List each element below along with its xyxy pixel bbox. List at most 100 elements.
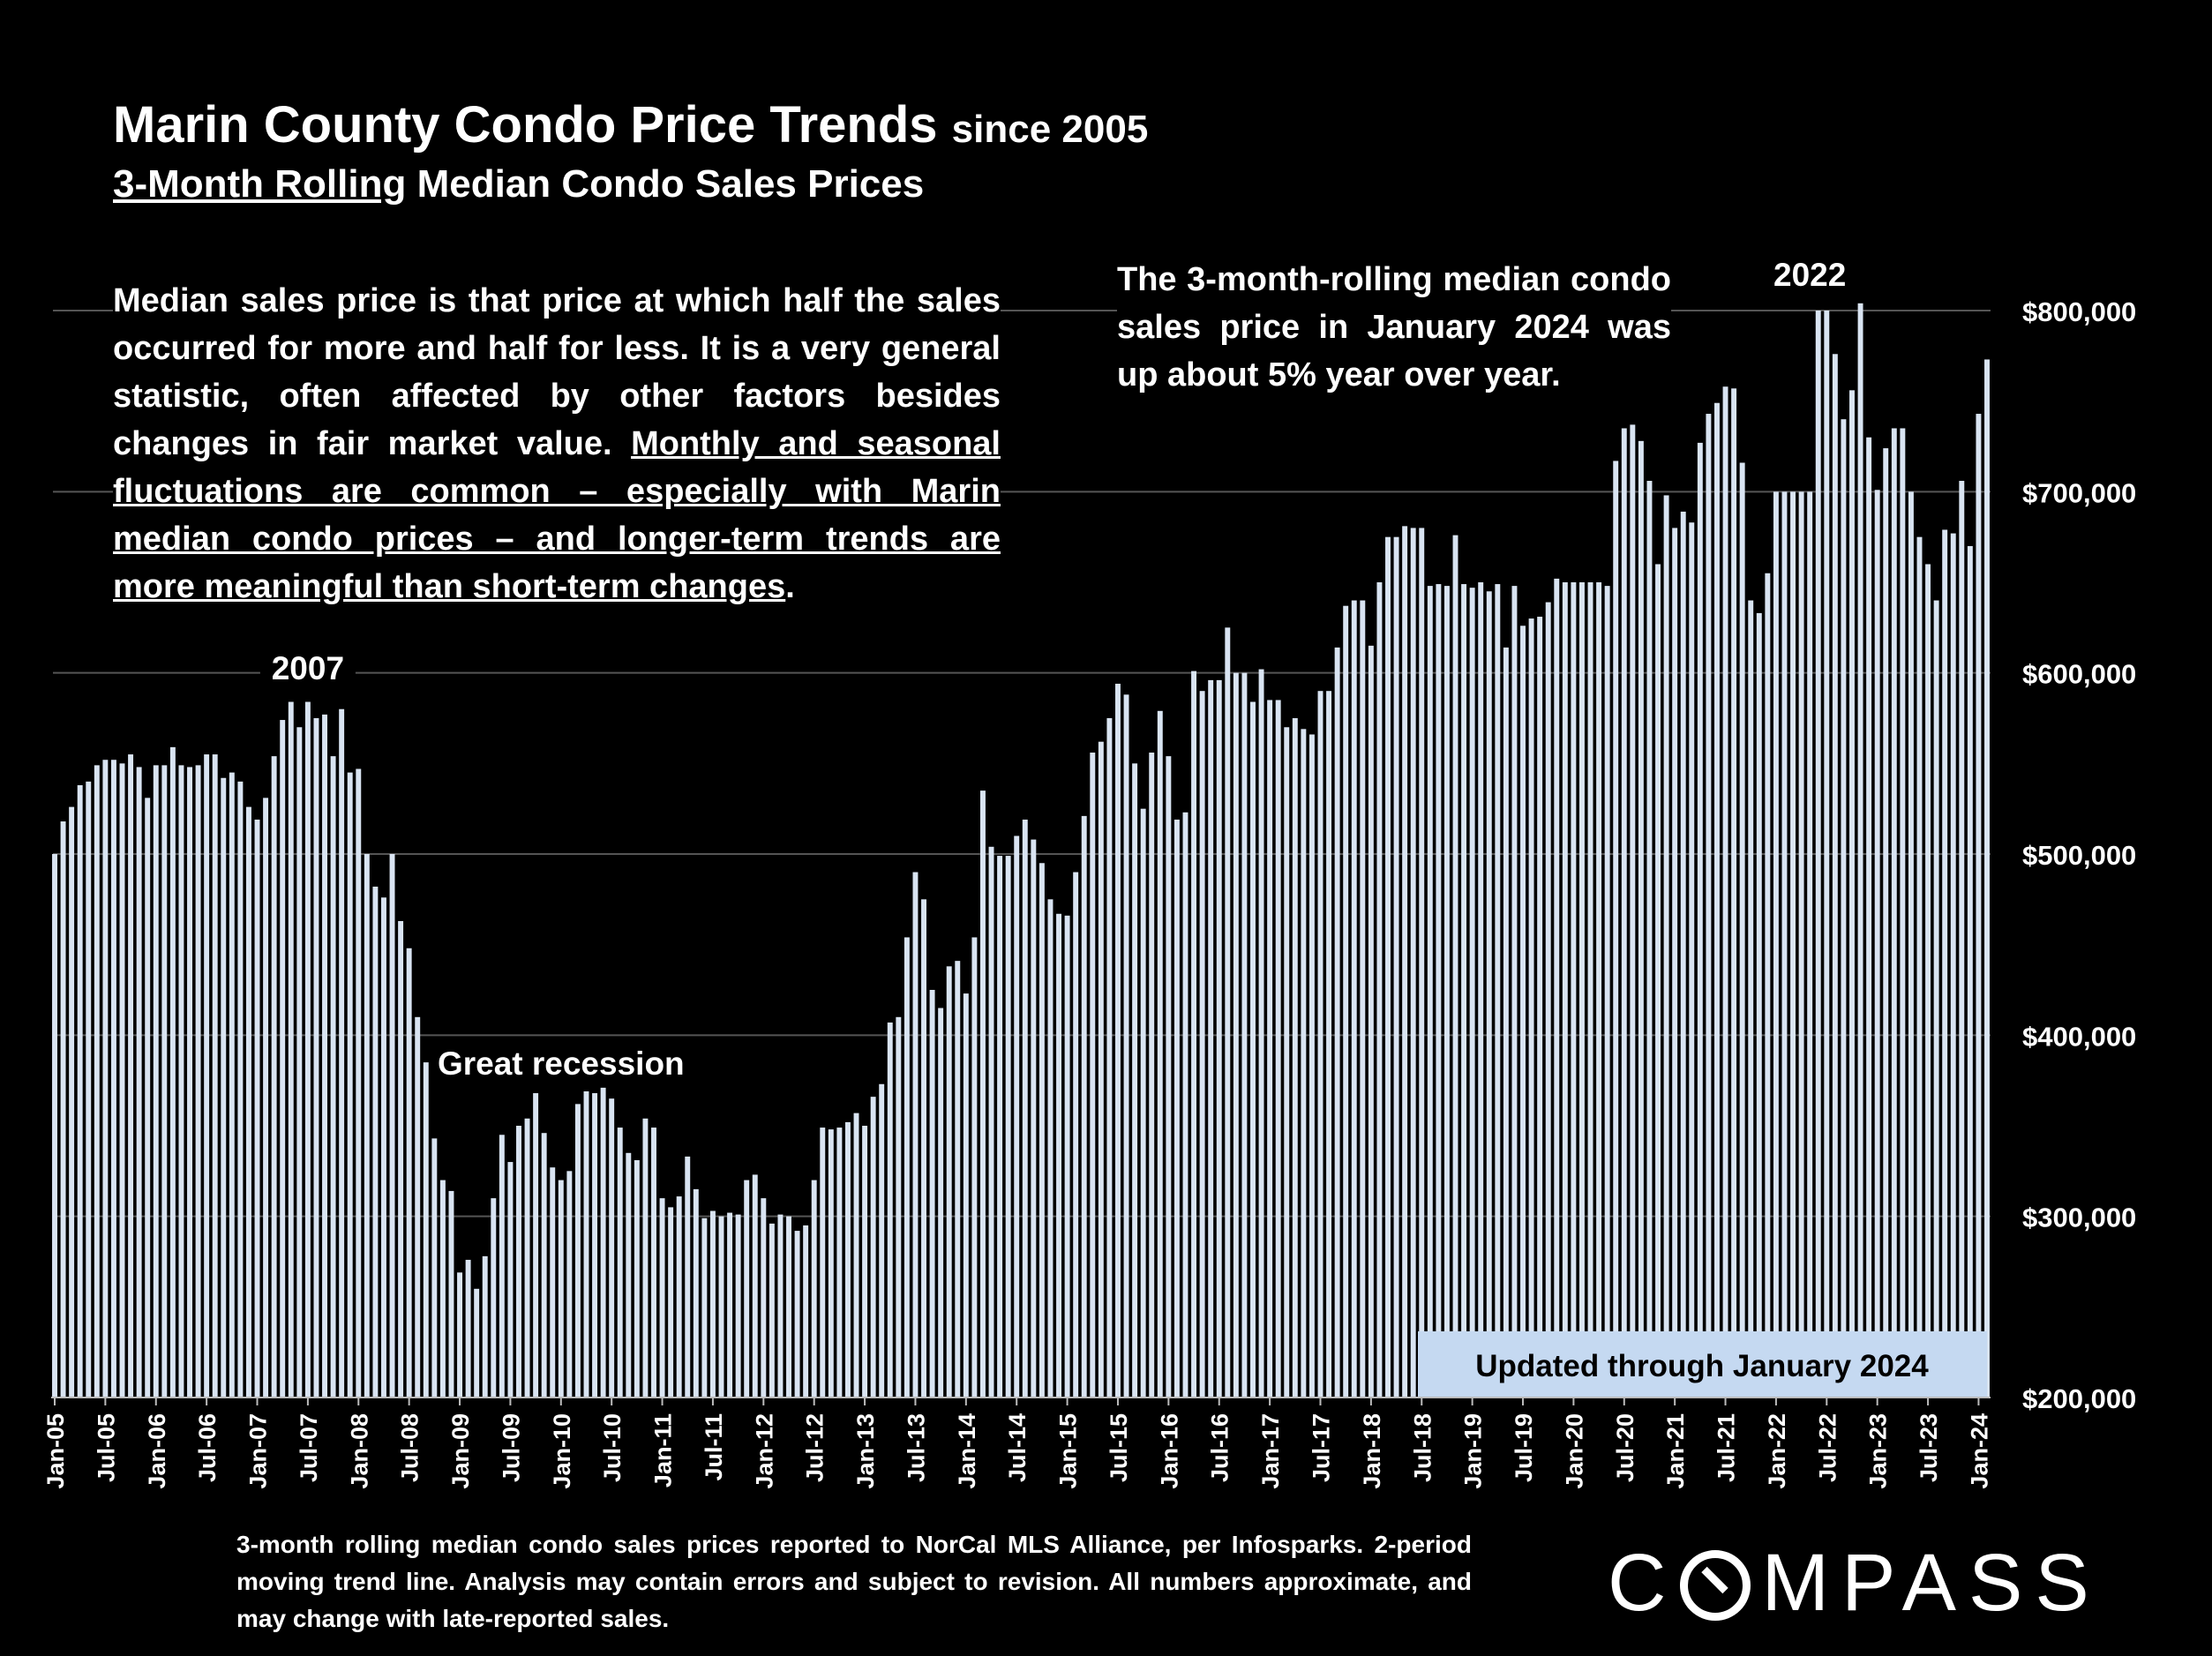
bar — [1630, 424, 1636, 1397]
bar — [364, 854, 370, 1397]
bar — [1208, 679, 1214, 1397]
bar — [271, 756, 277, 1397]
bar — [195, 765, 201, 1397]
bar — [1587, 582, 1593, 1397]
bar — [161, 765, 168, 1397]
bar — [52, 854, 57, 1397]
bar — [887, 1022, 893, 1397]
bar — [870, 1097, 876, 1397]
x-tick-label: Jul-12 — [802, 1413, 829, 1482]
bar — [1520, 626, 1526, 1397]
bar — [245, 806, 251, 1397]
bar — [389, 854, 395, 1397]
bar — [1368, 645, 1374, 1397]
bar — [398, 920, 404, 1397]
bar — [1680, 511, 1686, 1397]
bar — [507, 1162, 514, 1397]
bar — [1216, 679, 1222, 1397]
bar — [853, 1113, 859, 1397]
bar — [1351, 600, 1357, 1397]
bar — [1807, 491, 1813, 1398]
bar — [465, 1259, 471, 1397]
x-tick-label: Jan-09 — [447, 1413, 474, 1489]
bar — [1731, 388, 1737, 1397]
bar — [609, 1098, 615, 1397]
bar — [803, 1225, 809, 1397]
bar — [1815, 311, 1821, 1397]
bar — [550, 1167, 556, 1397]
bar — [1039, 863, 1045, 1397]
bar — [879, 1083, 885, 1397]
bar — [1646, 481, 1653, 1397]
bar — [381, 897, 386, 1397]
bar — [600, 1087, 606, 1397]
bar — [1528, 618, 1534, 1397]
bar — [1672, 528, 1678, 1397]
bar — [828, 1129, 834, 1397]
bar — [1022, 819, 1028, 1397]
bar — [1191, 671, 1197, 1397]
bar — [1765, 573, 1771, 1397]
bar — [119, 763, 125, 1397]
annotation-2022: 2022 — [1773, 257, 1846, 293]
bar — [1722, 386, 1728, 1397]
bar — [921, 899, 926, 1397]
subtitle-underlined: 3-Month Rolling — [113, 162, 407, 206]
bar — [558, 1180, 564, 1397]
bar — [1241, 672, 1248, 1397]
bar — [1638, 440, 1644, 1398]
bar — [1166, 756, 1172, 1397]
bar — [1891, 428, 1897, 1397]
x-tick-label: Jan-17 — [1257, 1413, 1284, 1489]
bar — [128, 754, 134, 1397]
bar — [254, 819, 260, 1397]
bar — [178, 765, 184, 1397]
bar — [1393, 536, 1399, 1397]
bar — [727, 1212, 733, 1397]
bar — [1233, 672, 1239, 1397]
bar — [1182, 812, 1188, 1397]
x-tick-label: Jan-12 — [751, 1413, 777, 1489]
bar — [1663, 495, 1669, 1397]
bar — [533, 1093, 539, 1397]
bar — [701, 1218, 708, 1397]
bar — [136, 767, 142, 1397]
x-tick-label: Jan-05 — [42, 1413, 69, 1489]
bar — [204, 754, 210, 1397]
x-tick-label: Jul-16 — [1207, 1413, 1233, 1482]
bar — [980, 791, 986, 1397]
annotation-2007: 2007 — [272, 650, 344, 686]
bar — [1376, 582, 1383, 1397]
bar — [1790, 491, 1796, 1398]
note-left-end: . — [785, 568, 795, 605]
bar — [296, 727, 303, 1397]
bar — [1916, 536, 1923, 1397]
bar — [1486, 591, 1492, 1397]
bar — [685, 1156, 691, 1397]
bar — [626, 1152, 632, 1397]
bar — [811, 1180, 817, 1397]
bar — [844, 1121, 851, 1397]
compass-logo: C MPASS — [1608, 1538, 2102, 1628]
x-tick-label: Jan-11 — [650, 1413, 677, 1487]
bar — [1031, 839, 1037, 1397]
y-tick-label: $600,000 — [2022, 659, 2136, 690]
x-tick-label: Jan-20 — [1561, 1413, 1587, 1489]
bar — [1343, 605, 1349, 1397]
bar — [102, 760, 109, 1397]
bar — [1933, 600, 1939, 1397]
bar — [1115, 683, 1121, 1397]
x-tick-label: Jan-15 — [1055, 1413, 1082, 1489]
bar — [1250, 701, 1256, 1397]
bar — [1984, 359, 1990, 1398]
annotation-great-recession: Great recession — [438, 1045, 685, 1082]
bar — [1571, 582, 1577, 1397]
bar — [1739, 462, 1745, 1397]
bar — [794, 1231, 800, 1397]
bar — [693, 1188, 699, 1397]
x-tick-label: Jul-22 — [1814, 1413, 1841, 1482]
bar — [1284, 727, 1290, 1397]
x-tick-label: Jul-09 — [498, 1413, 524, 1482]
bar — [356, 768, 362, 1397]
bar — [1292, 718, 1298, 1397]
